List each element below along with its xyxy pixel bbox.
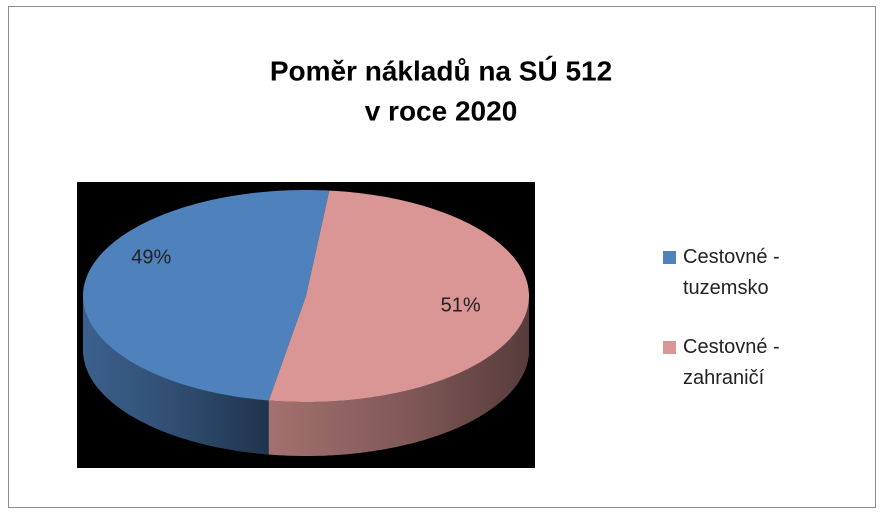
legend-label: Cestovné - zahraničí xyxy=(683,336,780,389)
chart-title: Poměr nákladů na SÚ 512 xyxy=(270,55,612,86)
slice-side-shade xyxy=(268,296,529,456)
legend-item: Cestovné - zahraničí xyxy=(663,332,803,394)
slice-side-shade xyxy=(83,296,269,455)
legend-label: Cestovné - tuzemsko xyxy=(683,246,780,299)
legend-swatch xyxy=(663,341,676,354)
legend-item: Cestovné - tuzemsko xyxy=(663,242,803,304)
chart-title: v roce 2020 xyxy=(365,95,518,126)
slice xyxy=(83,190,330,401)
legend-swatch xyxy=(663,251,676,264)
data-label: 51% xyxy=(441,294,481,316)
pie: 49% 51% xyxy=(83,190,529,456)
slice xyxy=(268,190,529,402)
data-label: 49% xyxy=(131,247,171,269)
